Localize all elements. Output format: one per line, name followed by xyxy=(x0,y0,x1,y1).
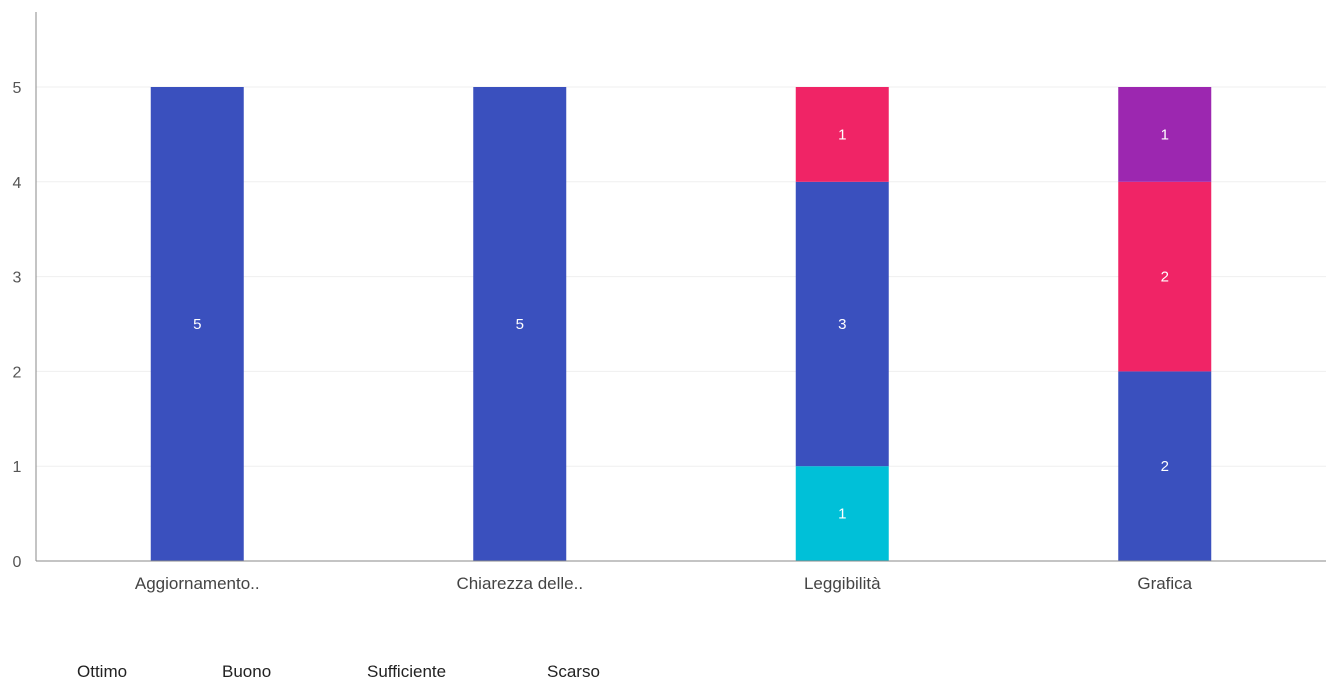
bar-value-label: 3 xyxy=(838,316,846,333)
bar-segment[interactable] xyxy=(473,87,567,561)
bar-value-label: 2 xyxy=(1161,269,1169,286)
legend-item-scarso[interactable]: Scarso xyxy=(547,662,600,681)
legend-item-ottimo[interactable]: Ottimo xyxy=(77,662,128,681)
y-tick-label: 3 xyxy=(13,270,22,287)
bar-value-label: 1 xyxy=(838,126,846,143)
bar-segment[interactable] xyxy=(1118,371,1212,561)
grid-lines xyxy=(36,86,1326,467)
bar-segment[interactable] xyxy=(1118,181,1212,372)
bar-segment[interactable] xyxy=(1118,87,1212,182)
bar-segment[interactable] xyxy=(795,466,889,561)
x-axis-ticks: Aggiornamento.. Chiarezza delle.. Leggibil… xyxy=(135,574,1193,593)
bar-value-label: 2 xyxy=(1161,458,1169,475)
y-tick-label: 1 xyxy=(13,459,22,476)
x-tick-label: Leggibilità xyxy=(804,574,881,593)
bar-segment[interactable] xyxy=(150,87,244,561)
legend-item-buono[interactable]: Buono xyxy=(222,662,272,681)
data-labels: 5 5 1 3 1 2 2 1 xyxy=(193,126,1169,522)
legend-item-sufficiente[interactable]: Sufficiente xyxy=(367,662,447,681)
y-tick-label: 2 xyxy=(13,364,22,381)
bar-value-label: 1 xyxy=(838,506,846,523)
legend: Ottimo Buono Sufficiente Scarso xyxy=(0,662,1326,681)
bar-value-label: 1 xyxy=(1161,126,1169,143)
y-tick-label: 4 xyxy=(13,175,22,192)
x-tick-label: Aggiornamento.. xyxy=(135,574,260,593)
x-tick-label: Grafica xyxy=(1137,574,1192,593)
x-tick-label: Chiarezza delle.. xyxy=(456,574,583,593)
y-tick-label: 5 xyxy=(13,80,22,97)
bars xyxy=(150,87,1212,561)
bar-segment[interactable] xyxy=(795,181,889,467)
chart: 5 5 1 3 1 2 2 1 0 1 2 3 4 5 Aggiornamento.. Chiarezza… xyxy=(13,12,1326,593)
bar-segment[interactable] xyxy=(795,87,889,182)
bar-value-label: 5 xyxy=(516,316,524,333)
y-axis-ticks: 0 1 2 3 4 5 xyxy=(13,80,22,571)
y-tick-label: 0 xyxy=(13,554,22,571)
bar-value-label: 5 xyxy=(193,316,201,333)
